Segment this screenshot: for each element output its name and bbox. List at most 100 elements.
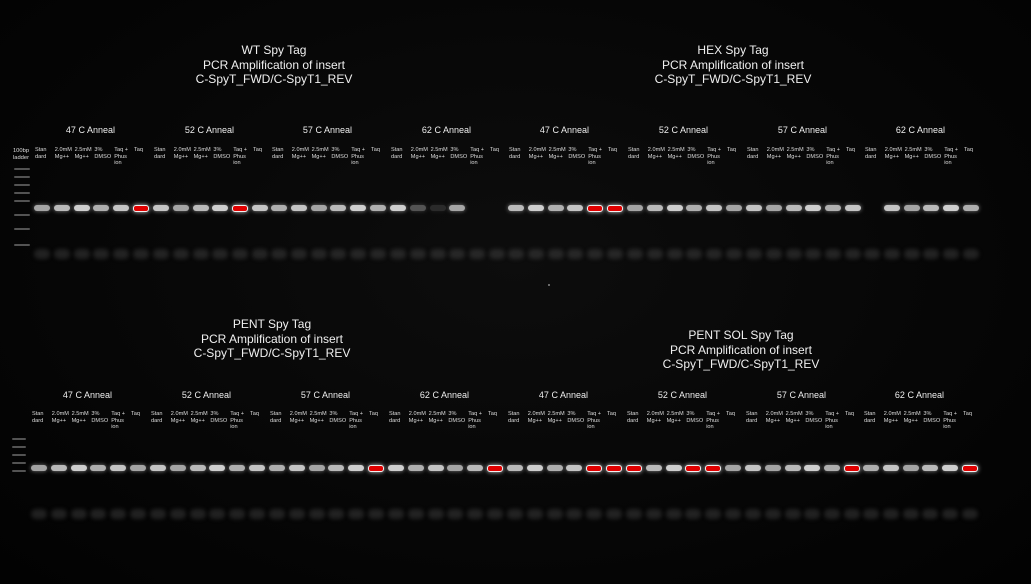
pcr-band: [962, 465, 978, 472]
lane-smear: [645, 509, 662, 519]
lane-label: Taq: [608, 147, 618, 153]
lane-smear: [825, 249, 842, 259]
lane-smear: [449, 249, 466, 259]
anneal-label: 57 C Anneal: [300, 390, 350, 400]
pcr-band: [308, 465, 325, 471]
pcr-band: [271, 205, 287, 211]
lane-smear: [587, 249, 604, 259]
lane-smear: [567, 249, 584, 259]
pcr-band: [310, 205, 327, 211]
lane-label: Taq: [369, 411, 379, 417]
lane-label: Taq + Phus ion: [470, 147, 485, 167]
lane-label: 2.5mM Mg++: [190, 411, 208, 424]
lane-smear: [546, 509, 563, 519]
pcr-band: [113, 205, 130, 211]
pcr-band: [745, 465, 761, 471]
lane-smear: [606, 509, 622, 519]
lane-smear: [666, 249, 683, 259]
lane-label: 3% DMSO: [91, 411, 109, 424]
lane-smear: [130, 509, 146, 519]
lane-smear: [705, 509, 722, 519]
lane-label: 3% DMSO: [213, 147, 231, 160]
lane-smear: [765, 249, 782, 259]
anneal-label: 47 C Anneal: [65, 125, 115, 135]
lane-smear: [804, 509, 821, 519]
pcr-band: [607, 205, 623, 212]
pcr-band: [902, 465, 919, 471]
lane-label: Stan dard: [628, 147, 640, 160]
pcr-band: [348, 465, 365, 471]
anneal-label: 62 C Anneal: [421, 125, 471, 135]
pcr-band: [546, 465, 563, 471]
lane-smear: [249, 509, 265, 519]
lane-label: Taq + Phus ion: [349, 411, 364, 431]
lane-smear: [169, 509, 186, 519]
pcr-band: [409, 205, 426, 211]
pcr-band: [130, 465, 146, 471]
lane-label: 3% DMSO: [687, 147, 705, 160]
pcr-band: [249, 465, 265, 471]
lane-label: Taq: [250, 411, 260, 417]
lane-label: Taq: [964, 147, 974, 153]
pcr-band: [845, 205, 861, 211]
pcr-band: [686, 205, 703, 211]
lane-label: 2.5mM Mg++: [428, 411, 446, 424]
pcr-band: [53, 205, 70, 211]
lane-label: 2.0mM Mg++: [170, 411, 188, 424]
lane-label: Stan dard: [509, 147, 521, 160]
lane-smear: [368, 509, 384, 519]
pcr-band: [487, 465, 503, 472]
lane-smear: [665, 509, 682, 519]
lane-smear: [686, 249, 703, 259]
pcr-band: [153, 205, 169, 211]
title-line: C-SpyT_FWD/C-SpyT1_REV: [662, 357, 820, 371]
lane-smear: [508, 249, 524, 259]
lane-smear: [232, 249, 249, 259]
title-line: WT Spy Tag: [241, 43, 307, 57]
lane-smear: [745, 509, 761, 519]
pcr-band: [407, 465, 424, 471]
ladder-label: 100bp ladder: [12, 148, 30, 161]
lane-label: Taq + Phus ion: [587, 411, 602, 431]
pcr-band: [725, 465, 741, 471]
lane-smear: [271, 249, 287, 259]
lane-label: Taq: [131, 411, 141, 417]
lane-smear: [467, 509, 484, 519]
lane-smear: [824, 509, 841, 519]
pcr-band: [587, 205, 604, 212]
pcr-band: [942, 465, 959, 471]
lane-label: Taq + Phus ion: [944, 147, 959, 167]
lane-smear: [627, 249, 643, 259]
pcr-band: [209, 465, 226, 471]
lane-label: Taq + Phus ion: [943, 411, 958, 431]
lane-smear: [586, 509, 603, 519]
lane-label: 2.5mM Mg++: [71, 411, 89, 424]
lane-label: Stan dard: [864, 411, 876, 424]
pcr-band: [646, 205, 663, 211]
pcr-band: [825, 205, 842, 211]
ladder-band: [14, 200, 30, 202]
lane-smear: [902, 509, 919, 519]
lane-label: 3% DMSO: [94, 147, 112, 160]
lane-smear: [626, 509, 642, 519]
lane-label: Taq: [134, 147, 144, 153]
lane-smear: [189, 509, 206, 519]
pcr-band: [645, 465, 662, 471]
pcr-band: [923, 205, 940, 211]
lane-label: 3% DMSO: [567, 411, 585, 424]
lane-label: 3% DMSO: [924, 147, 942, 160]
lane-label: Stan dard: [865, 147, 877, 160]
anneal-label: 57 C Anneal: [776, 390, 826, 400]
lane-label: 2.5mM Mg++: [667, 147, 685, 160]
lane-smear: [34, 249, 50, 259]
lane-smear: [845, 249, 861, 259]
lane-label: 2.5mM Mg++: [904, 147, 922, 160]
gel-title-pent: PENT Spy Tag PCR Amplification of insert…: [194, 317, 351, 361]
lane-label: Taq: [727, 147, 737, 153]
lane-smear: [882, 509, 899, 519]
lane-smear: [427, 509, 444, 519]
lane-label: 3% DMSO: [450, 147, 468, 160]
lane-label: 2.0mM Mg++: [647, 147, 665, 160]
lane-smear: [113, 249, 130, 259]
pcr-band: [824, 465, 841, 471]
